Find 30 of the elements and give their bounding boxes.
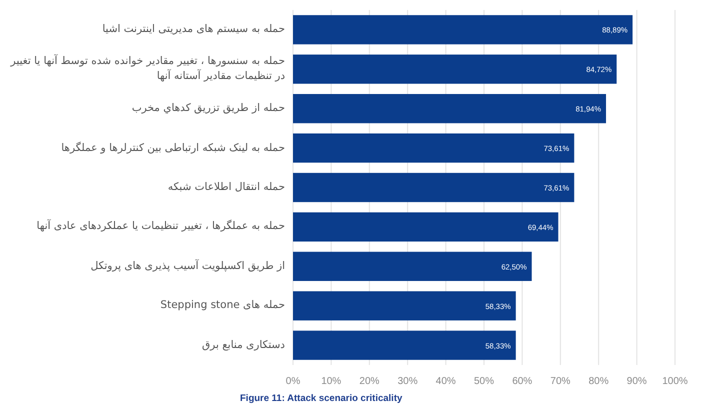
x-tick-label: 50% bbox=[474, 376, 494, 387]
y-tick-label: حمله به عملگرها ، تغییر تنظیمات یا عملکردهای عادی آنها bbox=[36, 219, 285, 234]
y-tick-label: حمله به لینک شبکه ارتباطی بین کنترلرها و عملگرها bbox=[60, 140, 285, 156]
x-tick-label: 60% bbox=[512, 376, 532, 387]
y-tick-label: دستکاری منابع برق bbox=[201, 338, 285, 353]
y-tick-label: از طریق اکسپلویت آسیب پذیری های پروتکل bbox=[90, 258, 285, 274]
bar bbox=[293, 172, 574, 202]
bar bbox=[293, 15, 633, 44]
bar bbox=[293, 212, 558, 242]
x-tick-label: 0% bbox=[286, 376, 300, 387]
bar bbox=[293, 252, 532, 281]
x-tick-label: 20% bbox=[359, 376, 380, 387]
x-tick-label: 100% bbox=[662, 376, 688, 387]
caption: Figure 11: Attack scenario criticality bbox=[240, 393, 403, 404]
x-tick-label: 30% bbox=[398, 376, 418, 387]
y-tick-label: حمله های Stepping stone bbox=[159, 298, 285, 314]
y-tick-label: حمله به سنسورها ، تغییر مقادیر خوانده شده توسط آنها یا تغییر در تنظیمات مقادیر آستانه آنها bbox=[10, 54, 285, 84]
x-tick-label: 70% bbox=[550, 376, 571, 387]
bar bbox=[293, 94, 606, 124]
bar bbox=[293, 54, 617, 84]
bar bbox=[293, 133, 574, 163]
x-tick-label: 10% bbox=[321, 376, 342, 387]
bar bbox=[293, 291, 516, 320]
y-tick-label: حمله انتقال اطلاعات شبکه bbox=[166, 180, 285, 195]
bar bbox=[293, 330, 516, 360]
y-tick-label: حمله از طریق تزریق کدهاي مخرب bbox=[130, 101, 285, 116]
x-tick-label: 80% bbox=[588, 376, 609, 387]
x-tick-label: 40% bbox=[436, 376, 456, 387]
x-tick-label: 90% bbox=[626, 376, 647, 387]
y-tick-label: حمله به سیستم های مدیریتی اینترنت اشیا bbox=[101, 22, 285, 38]
